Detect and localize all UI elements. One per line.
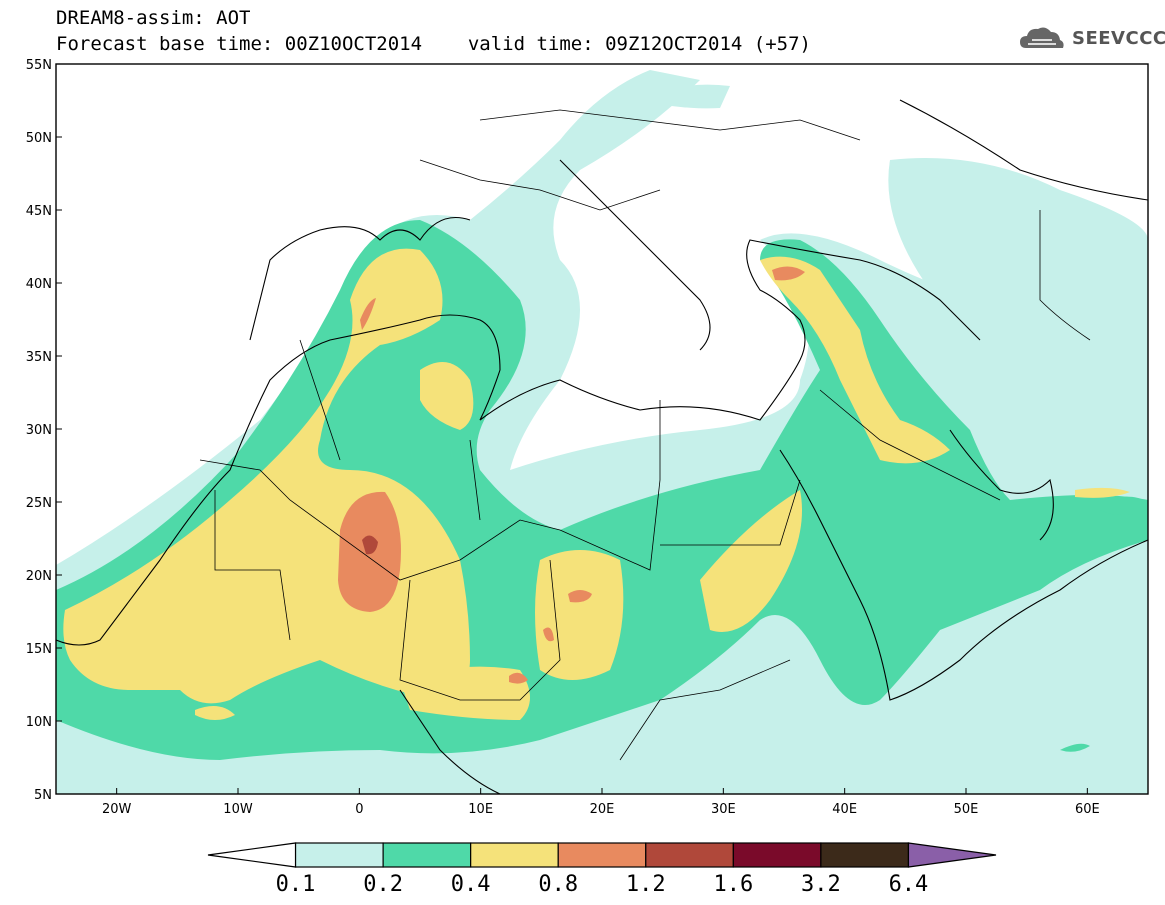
colorbar-label: 0.1 — [275, 872, 316, 897]
lon-tick-label: 50E — [954, 802, 979, 817]
colorbar-label: 0.4 — [450, 872, 491, 897]
cloud-logo-icon — [1020, 27, 1064, 48]
lon-tick-label: 10E — [468, 802, 493, 817]
lat-tick-label: 45N — [26, 204, 52, 219]
lon-tick-label: 20E — [590, 802, 615, 817]
lat-tick-label: 15N — [26, 642, 52, 657]
latitude-axis: 55N 50N 45N 40N 35N 30N 25N 20N 15N 10N 5N — [26, 58, 62, 803]
longitude-axis: 20W 10W 0 10E 20E 30E 40E 50E 60E — [102, 788, 1100, 817]
lat-tick-label: 20N — [26, 569, 52, 584]
lon-tick-label: 10W — [223, 802, 253, 817]
lat-tick-label: 30N — [26, 423, 52, 438]
colorbar-label: 1.2 — [625, 872, 666, 897]
time-info: Forecast base time: 00Z10OCT2014 valid t… — [56, 34, 811, 54]
colorbar-label: 1.6 — [713, 872, 754, 897]
lon-tick-label: 60E — [1075, 802, 1100, 817]
colorbar-label: 0.8 — [538, 872, 579, 897]
lat-tick-label: 5N — [34, 788, 52, 803]
lat-tick-label: 25N — [26, 496, 52, 511]
aot-field — [56, 64, 1148, 794]
colorbar-label: 0.2 — [363, 872, 403, 897]
logo-text: SEEVCCC — [1072, 28, 1165, 49]
base-time: Forecast base time: 00Z10OCT2014 — [56, 33, 423, 55]
lat-tick-label: 50N — [26, 131, 52, 146]
lon-tick-label: 30E — [711, 802, 736, 817]
aot-level-1.2 — [362, 535, 378, 555]
valid-time: valid time: 09Z12OCT2014 (+57) — [467, 33, 811, 55]
country-borders — [199, 109, 1091, 761]
lat-tick-label: 35N — [26, 350, 52, 365]
map-title: DREAM8-assim: AOT — [56, 7, 251, 29]
colorbar-label: 3.2 — [801, 872, 841, 897]
lon-tick-label: 0 — [355, 802, 363, 817]
lat-tick-label: 40N — [26, 277, 52, 292]
colorbar-label: 6.4 — [888, 872, 929, 897]
lon-tick-label: 40E — [832, 802, 857, 817]
lat-tick-label: 10N — [26, 715, 52, 730]
coastlines — [56, 99, 1148, 794]
lat-tick-label: 55N — [26, 58, 52, 73]
lon-tick-label: 20W — [102, 802, 132, 817]
